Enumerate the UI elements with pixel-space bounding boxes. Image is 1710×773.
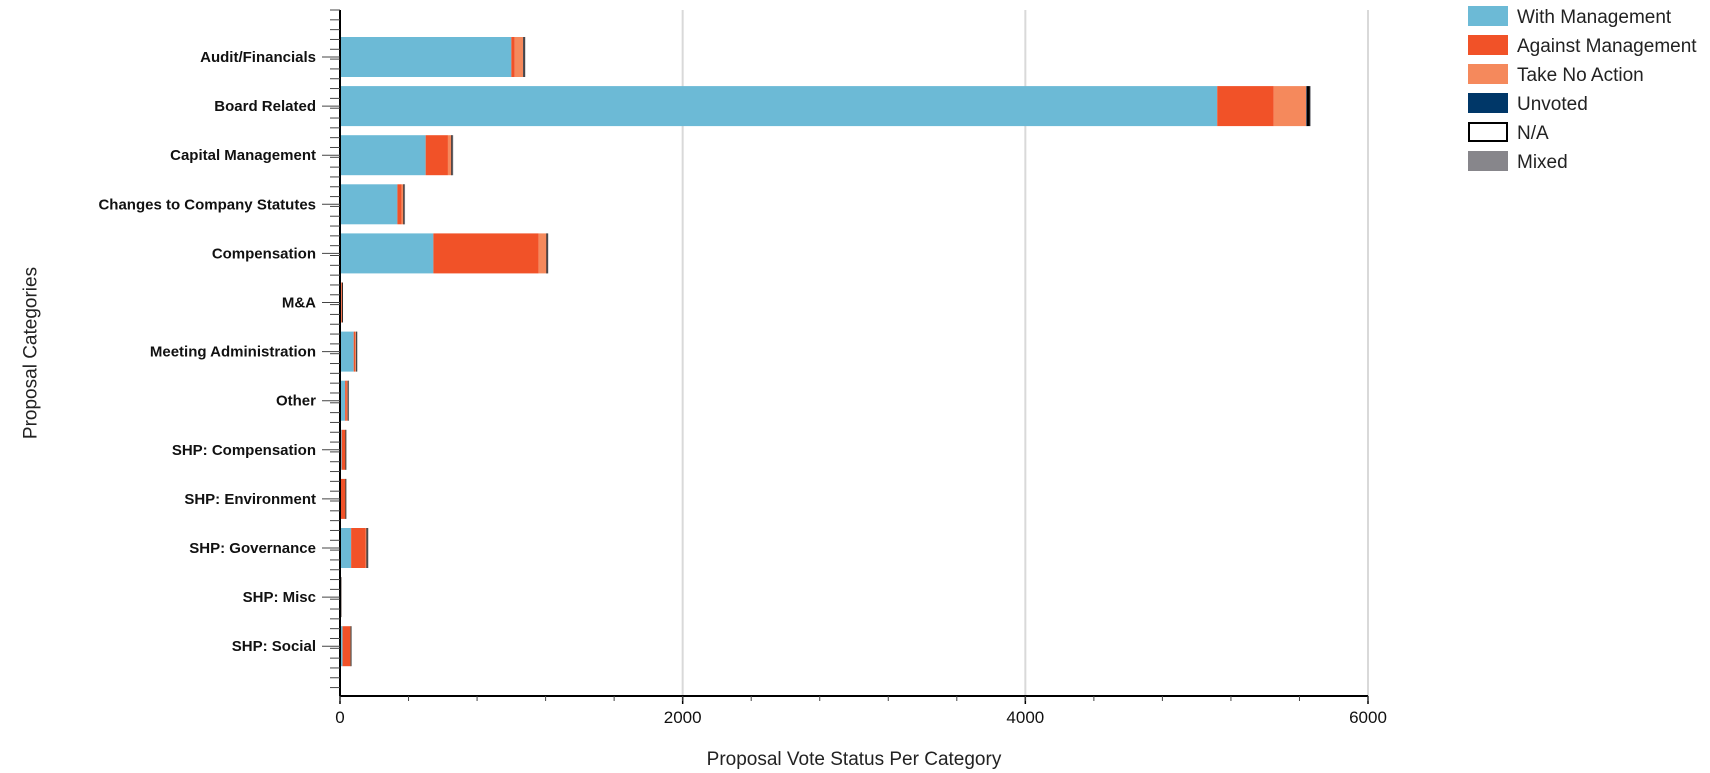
bar-0-series-5 xyxy=(524,37,526,77)
category-label: SHP: Compensation xyxy=(172,442,316,459)
legend-label: Take No Action xyxy=(1517,65,1644,86)
bar-3-series-5 xyxy=(404,184,406,225)
x-axis-ticks: 0 2000 4000 6000 xyxy=(335,696,1387,727)
bar-1-series-5 xyxy=(1309,86,1311,127)
bar-2-series-5 xyxy=(452,135,454,176)
category-label: SHP: Governance xyxy=(189,540,316,557)
bar-6-series-1 xyxy=(353,331,356,372)
bar-3-series-4 xyxy=(403,184,405,225)
y-axis-ticks xyxy=(322,9,340,689)
category-label: SHP: Misc xyxy=(243,589,316,606)
bar-10-series-1 xyxy=(351,528,366,568)
bar-4-series-0 xyxy=(340,233,434,274)
legend-swatch-4 xyxy=(1468,122,1508,142)
category-label: Compensation xyxy=(212,245,316,262)
bar-10-series-0 xyxy=(340,528,352,568)
x-tick-label: 4000 xyxy=(1006,708,1044,727)
category-label: Other xyxy=(276,393,316,410)
x-tick-label: 2000 xyxy=(664,708,702,727)
bar-9-series-4 xyxy=(345,478,347,519)
bar-8-series-1 xyxy=(341,429,346,470)
legend-label: N/A xyxy=(1517,123,1549,144)
bar-12-series-0 xyxy=(340,626,343,667)
bar-10-series-4 xyxy=(366,528,368,568)
bar-2-series-4 xyxy=(451,135,453,176)
bar-0-series-4 xyxy=(523,37,525,77)
x-axis-title: Proposal Vote Status Per Category xyxy=(707,749,1002,770)
bar-5-series-4 xyxy=(342,282,343,323)
bar-6-series-4 xyxy=(355,331,357,372)
bar-6-series-2 xyxy=(355,331,356,372)
bar-7-series-0 xyxy=(340,380,346,421)
bar-1-series-2 xyxy=(1273,86,1307,127)
legend-swatch-2 xyxy=(1468,64,1508,84)
bar-2-series-0 xyxy=(340,135,426,176)
y-axis-title: Proposal Categories xyxy=(21,267,42,439)
bar-9-series-1 xyxy=(340,478,346,519)
bar-6-series-5 xyxy=(356,331,358,372)
bar-3-series-1 xyxy=(397,184,402,225)
bar-10-series-5 xyxy=(367,528,369,568)
bar-7-series-2 xyxy=(346,380,348,421)
legend-label: Mixed xyxy=(1517,152,1568,173)
category-label: SHP: Social xyxy=(232,638,316,655)
category-label: SHP: Environment xyxy=(184,491,316,508)
legend-label: Against Management xyxy=(1517,36,1697,57)
bar-5-series-1 xyxy=(340,282,342,323)
bar-12-series-1 xyxy=(342,626,351,667)
bar-1-series-4 xyxy=(1306,86,1310,127)
bar-0-series-0 xyxy=(340,37,512,77)
legend-swatch-5 xyxy=(1468,151,1508,171)
bar-0-series-2 xyxy=(514,37,524,77)
x-tick-label: 6000 xyxy=(1349,708,1387,727)
category-label: M&A xyxy=(282,295,316,312)
bar-1-series-0 xyxy=(340,86,1218,127)
bar-3-series-0 xyxy=(340,184,398,225)
bar-7-series-4 xyxy=(347,380,349,421)
category-label: Changes to Company Statutes xyxy=(98,196,316,213)
legend-swatch-3 xyxy=(1468,93,1508,113)
bar-0-series-1 xyxy=(511,37,515,77)
legend-label: With Management xyxy=(1517,7,1672,28)
category-label: Capital Management xyxy=(170,147,316,164)
category-label: Board Related xyxy=(214,98,316,115)
bar-10-series-2 xyxy=(365,528,367,568)
bar-4-series-4 xyxy=(546,233,548,274)
legend-swatch-1 xyxy=(1468,35,1508,55)
bar-2-series-2 xyxy=(447,135,452,176)
bar-7-series-1 xyxy=(345,380,347,421)
bar-1-series-3 xyxy=(1306,86,1308,127)
axes xyxy=(339,10,1368,697)
bar-3-series-2 xyxy=(401,184,404,225)
bar-2-series-1 xyxy=(425,135,448,176)
bar-8-series-4 xyxy=(345,429,347,470)
legend-swatch-0 xyxy=(1468,6,1508,26)
bar-6-series-0 xyxy=(340,331,354,372)
x-tick-label: 0 xyxy=(335,708,344,727)
category-label: Meeting Administration xyxy=(150,344,316,361)
bar-1-series-1 xyxy=(1217,86,1274,127)
bar-7-series-5 xyxy=(348,380,350,421)
bars xyxy=(340,37,1311,667)
bar-4-series-1 xyxy=(433,233,539,274)
bar-12-series-4 xyxy=(350,626,352,667)
bar-4-series-2 xyxy=(538,233,547,274)
bar-4-series-5 xyxy=(547,233,549,274)
legend-label: Unvoted xyxy=(1517,94,1588,115)
category-labels: Audit/Financials Board Related Capital Man… xyxy=(98,49,316,655)
legend: With Management Against Management Take No… xyxy=(1468,6,1697,173)
category-label: Audit/Financials xyxy=(200,49,316,66)
